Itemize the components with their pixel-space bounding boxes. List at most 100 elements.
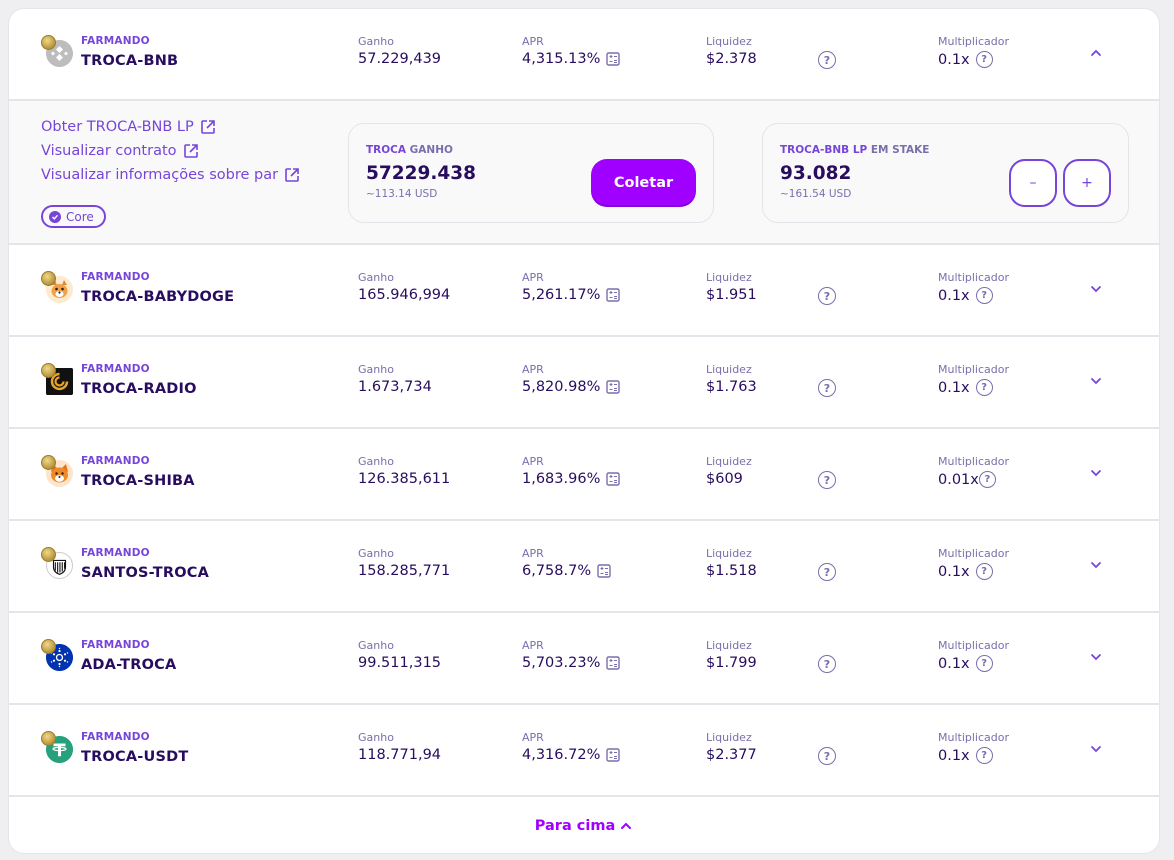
liquidity-help-icon[interactable]: ? — [818, 471, 836, 489]
pair-icon — [41, 271, 75, 305]
farming-tag: FARMANDO — [81, 547, 150, 559]
harvest-button[interactable]: Coletar — [591, 159, 696, 207]
apr-value: 5,820.98% — [522, 379, 621, 395]
view-pair-info-link[interactable]: Visualizar informações sobre par — [41, 167, 300, 183]
calculator-icon[interactable] — [606, 472, 621, 486]
liquidity-help-icon[interactable]: ? — [818, 379, 836, 397]
troca-token-icon — [41, 35, 56, 50]
earned-value: 126.385,611 — [358, 471, 451, 487]
chevron-down-icon[interactable] — [1088, 741, 1104, 757]
troca-token-icon — [41, 455, 56, 470]
farm-row[interactable]: FARMANDO TROCA-USDT Ganho 118.771,94 APR… — [9, 705, 1159, 797]
stake-button[interactable]: + — [1063, 159, 1111, 207]
multiplier-help-icon[interactable]: ? — [975, 379, 993, 396]
calculator-icon[interactable] — [597, 564, 611, 578]
farm-row[interactable]: FARMANDO TROCA-BABYDOGE Ganho 165.946,99… — [9, 245, 1159, 337]
multiplier-help-icon[interactable]: ? — [975, 655, 993, 672]
troca-token-icon — [41, 731, 56, 746]
chevron-down-icon[interactable] — [1088, 465, 1104, 481]
calculator-icon[interactable] — [606, 52, 621, 66]
multiplier-value: 0.1x ? — [938, 563, 993, 580]
pair-icon — [41, 363, 75, 397]
multiplier-help-icon[interactable]: ? — [975, 51, 993, 68]
calculator-icon[interactable] — [606, 748, 621, 762]
farm-row[interactable]: FARMANDO TROCA-SHIBA Ganho 126.385,611 A… — [9, 429, 1159, 521]
multiplier-value: 0.1x ? — [938, 287, 993, 304]
multiplier-help-icon[interactable]: ? — [975, 563, 993, 580]
farm-name: TROCA-USDT — [81, 749, 189, 765]
calculator-icon[interactable] — [606, 656, 621, 670]
apr-label: APR — [522, 455, 544, 468]
view-contract-link[interactable]: Visualizar contrato — [41, 143, 199, 159]
farming-tag: FARMANDO — [81, 271, 150, 283]
chevron-down-icon[interactable] — [1088, 281, 1104, 297]
earned-box: TROCA GANHO 57229.438 ~113.14 USD Coleta… — [348, 123, 714, 223]
apr-label: APR — [522, 639, 544, 652]
chevron-down-icon[interactable] — [1088, 649, 1104, 665]
earned-amount: 57229.438 — [366, 163, 477, 184]
calculator-icon[interactable] — [606, 380, 621, 394]
liquidity-value: $1.518 — [706, 563, 757, 579]
farm-row[interactable]: FARMANDO ADA-TROCA Ganho 99.511,315 APR … — [9, 613, 1159, 705]
apr-label: APR — [522, 271, 544, 284]
apr-label: APR — [522, 731, 544, 744]
earned-label: Ganho — [358, 455, 394, 468]
liquidity-value: $609 — [706, 471, 743, 487]
farm-name: TROCA-RADIO — [81, 381, 197, 397]
multiplier-label: Multiplicador — [938, 639, 1010, 652]
chevron-up-icon[interactable] — [1088, 45, 1104, 61]
bnb-icon — [46, 40, 73, 67]
chevron-down-icon[interactable] — [1088, 373, 1104, 389]
core-badge: Core — [41, 205, 106, 228]
earned-box-label: TROCA GANHO — [366, 144, 453, 156]
liquidity-value: $2.378 — [706, 51, 757, 67]
multiplier-help-icon[interactable]: ? — [978, 471, 996, 488]
farm-row[interactable]: FARMANDO TROCA-RADIO Ganho 1.673,734 APR… — [9, 337, 1159, 429]
liquidity-help-icon[interactable]: ? — [818, 747, 836, 765]
earned-value: 158.285,771 — [358, 563, 451, 579]
apr-value: 4,316.72% — [522, 747, 621, 763]
liquidity-help-icon[interactable]: ? — [818, 51, 836, 69]
scroll-to-top-button[interactable]: Para cima — [535, 818, 633, 834]
earned-label: Ganho — [358, 547, 394, 560]
troca-token-icon — [41, 547, 56, 562]
pair-icon — [41, 639, 75, 673]
farm-name: SANTOS-TROCA — [81, 565, 209, 581]
troca-token-icon — [41, 271, 56, 286]
liquidity-value: $2.377 — [706, 747, 757, 763]
liquidity-label: Liquidez — [706, 271, 752, 284]
multiplier-value: 0.1x ? — [938, 655, 993, 672]
farm-row[interactable]: FARMANDO TROCA-BNB Ganho 57.229,439 APR … — [9, 9, 1159, 101]
liquidity-value: $1.951 — [706, 287, 757, 303]
liquidity-help-icon[interactable]: ? — [818, 563, 836, 581]
chevron-down-icon[interactable] — [1088, 557, 1104, 573]
liquidity-label: Liquidez — [706, 35, 752, 48]
verified-icon — [49, 210, 61, 223]
multiplier-value: 0.1x ? — [938, 747, 993, 764]
farming-tag: FARMANDO — [81, 363, 150, 375]
liquidity-help-icon[interactable]: ? — [818, 655, 836, 673]
earned-label: Ganho — [358, 363, 394, 376]
multiplier-help-icon[interactable]: ? — [975, 287, 993, 304]
farming-tag: FARMANDO — [81, 35, 150, 47]
get-lp-link[interactable]: Obter TROCA-BNB LP — [41, 119, 216, 135]
staked-usd: ~161.54 USD — [780, 188, 852, 200]
staked-box: TROCA-BNB LP EM STAKE 93.082 ~161.54 USD… — [762, 123, 1129, 223]
farm-row[interactable]: FARMANDO SANTOS-TROCA Ganho 158.285,771 … — [9, 521, 1159, 613]
multiplier-value: 0.1x ? — [938, 379, 993, 396]
apr-label: APR — [522, 363, 544, 376]
multiplier-label: Multiplicador — [938, 35, 1010, 48]
external-link-icon — [200, 120, 215, 134]
chevron-up-icon — [621, 822, 632, 829]
unstake-button[interactable]: – — [1009, 159, 1057, 207]
farming-tag: FARMANDO — [81, 731, 150, 743]
earned-label: Ganho — [358, 731, 394, 744]
farm-name: TROCA-BNB — [81, 53, 179, 69]
multiplier-help-icon[interactable]: ? — [975, 747, 993, 764]
liquidity-value: $1.763 — [706, 379, 757, 395]
footer: Para cima — [9, 797, 1159, 853]
calculator-icon[interactable] — [606, 288, 621, 302]
multiplier-label: Multiplicador — [938, 731, 1010, 744]
liquidity-help-icon[interactable]: ? — [818, 287, 836, 305]
staked-box-label: TROCA-BNB LP EM STAKE — [780, 144, 930, 156]
